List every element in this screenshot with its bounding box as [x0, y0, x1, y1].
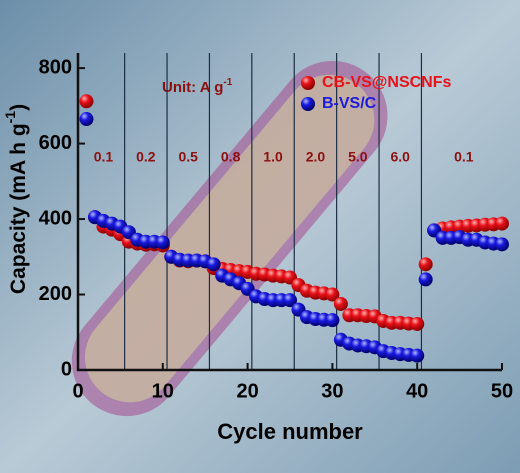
- rate-label: 2.0: [306, 149, 326, 165]
- tube-image: [71, 60, 388, 417]
- data-point: [155, 235, 170, 250]
- data-point: [79, 94, 94, 109]
- legend-label: CB-VS@NSCNFs: [322, 74, 451, 91]
- rate-label: 6.0: [391, 149, 411, 165]
- x-axis-title: Cycle number: [217, 419, 363, 444]
- x-tick-label: 10: [152, 380, 174, 402]
- data-point: [325, 287, 340, 302]
- legend-marker: [301, 97, 315, 111]
- data-point: [333, 296, 348, 311]
- rate-label: 0.8: [221, 149, 241, 165]
- rate-label: 0.2: [136, 149, 156, 165]
- y-tick-label: 400: [39, 207, 72, 229]
- rate-label: 5.0: [348, 149, 368, 165]
- rate-label: 1.0: [263, 149, 283, 165]
- unit-note: Unit: A g-1: [162, 77, 233, 96]
- y-tick-label: 800: [39, 56, 72, 78]
- y-tick-label: 0: [61, 358, 72, 380]
- data-point: [206, 257, 221, 272]
- data-point: [418, 272, 433, 287]
- rate-label: 0.1: [94, 149, 114, 165]
- data-point: [495, 237, 509, 252]
- data-point: [79, 112, 94, 127]
- legend-label: B-VS/C: [322, 95, 377, 112]
- data-point: [495, 216, 509, 231]
- y-tick-label: 600: [39, 132, 72, 154]
- y-tick-label: 200: [39, 283, 72, 305]
- rate-label: 0.1: [454, 149, 474, 165]
- legend-marker: [301, 76, 315, 90]
- y-axis-title: Capacity (mA h g-1): [2, 104, 30, 294]
- data-point: [410, 348, 425, 363]
- rate-label: 0.5: [179, 149, 199, 165]
- x-tick-label: 40: [406, 380, 428, 402]
- data-point: [410, 316, 425, 331]
- x-tick-label: 30: [321, 380, 343, 402]
- data-point: [325, 313, 340, 328]
- data-point: [418, 257, 433, 272]
- x-tick-label: 50: [491, 380, 513, 402]
- data-point: [283, 293, 297, 308]
- x-tick-label: 20: [236, 380, 258, 402]
- x-tick-label: 0: [72, 380, 83, 402]
